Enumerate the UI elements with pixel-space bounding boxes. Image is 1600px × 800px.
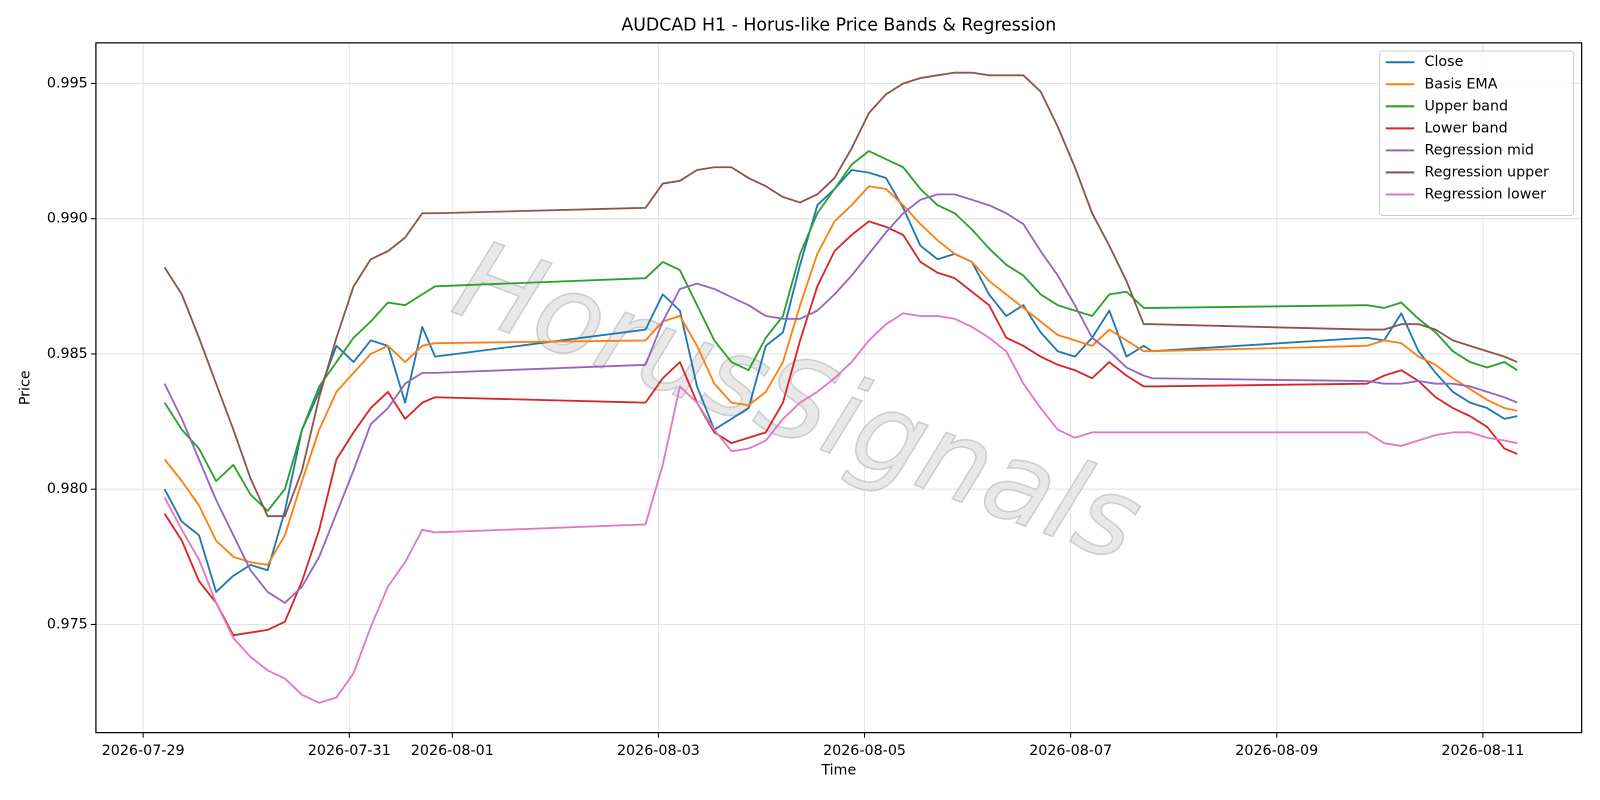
series-line [163, 185, 1518, 566]
y-tick-label: 0.995 [47, 75, 88, 91]
series-line [163, 150, 1518, 512]
x-tick-label: 2026-07-31 [308, 743, 391, 759]
x-tick-label: 2026-08-11 [1441, 743, 1524, 759]
lines [163, 71, 1518, 704]
x-tick-label: 2026-08-03 [617, 743, 700, 759]
legend-box [1379, 50, 1574, 217]
plot-frame [95, 42, 1583, 734]
x-axis-label: Time [820, 762, 856, 778]
legend-label: Regression upper [1424, 164, 1548, 180]
x-tick-label: 2026-08-01 [411, 743, 494, 759]
legend-label: Upper band [1424, 98, 1508, 114]
y-tick-label: 0.980 [47, 481, 88, 497]
y-tick-label: 0.975 [47, 616, 88, 632]
legend-label: Lower band [1424, 120, 1507, 136]
x-tick-label: 2026-08-09 [1235, 743, 1318, 759]
chart-title: AUDCAD H1 - Horus-like Price Bands & Reg… [621, 16, 1056, 36]
legend-label: Close [1424, 54, 1463, 70]
y-axis-label: Price [18, 370, 34, 405]
legend-label: Basis EMA [1424, 76, 1497, 92]
series-line [163, 220, 1518, 637]
series-line [163, 312, 1518, 704]
axes: 0.975 0.980 0.985 0.990 0.995 2026-07-29 2026-… [47, 75, 1524, 759]
grid [95, 42, 1582, 733]
x-tick-label: 2026-08-07 [1029, 743, 1112, 759]
y-tick-label: 0.990 [47, 211, 88, 227]
series-line [163, 71, 1518, 518]
x-tick-label: 2026-07-29 [102, 743, 185, 759]
legend: Close Basis EMA Upper band Lower band Regres… [1379, 50, 1574, 217]
series-line [163, 193, 1518, 604]
legend-label: Regression mid [1424, 142, 1533, 158]
legend-label: Regression lower [1424, 186, 1546, 202]
x-tick-label: 2026-08-05 [823, 743, 906, 759]
y-tick-label: 0.985 [47, 346, 88, 362]
